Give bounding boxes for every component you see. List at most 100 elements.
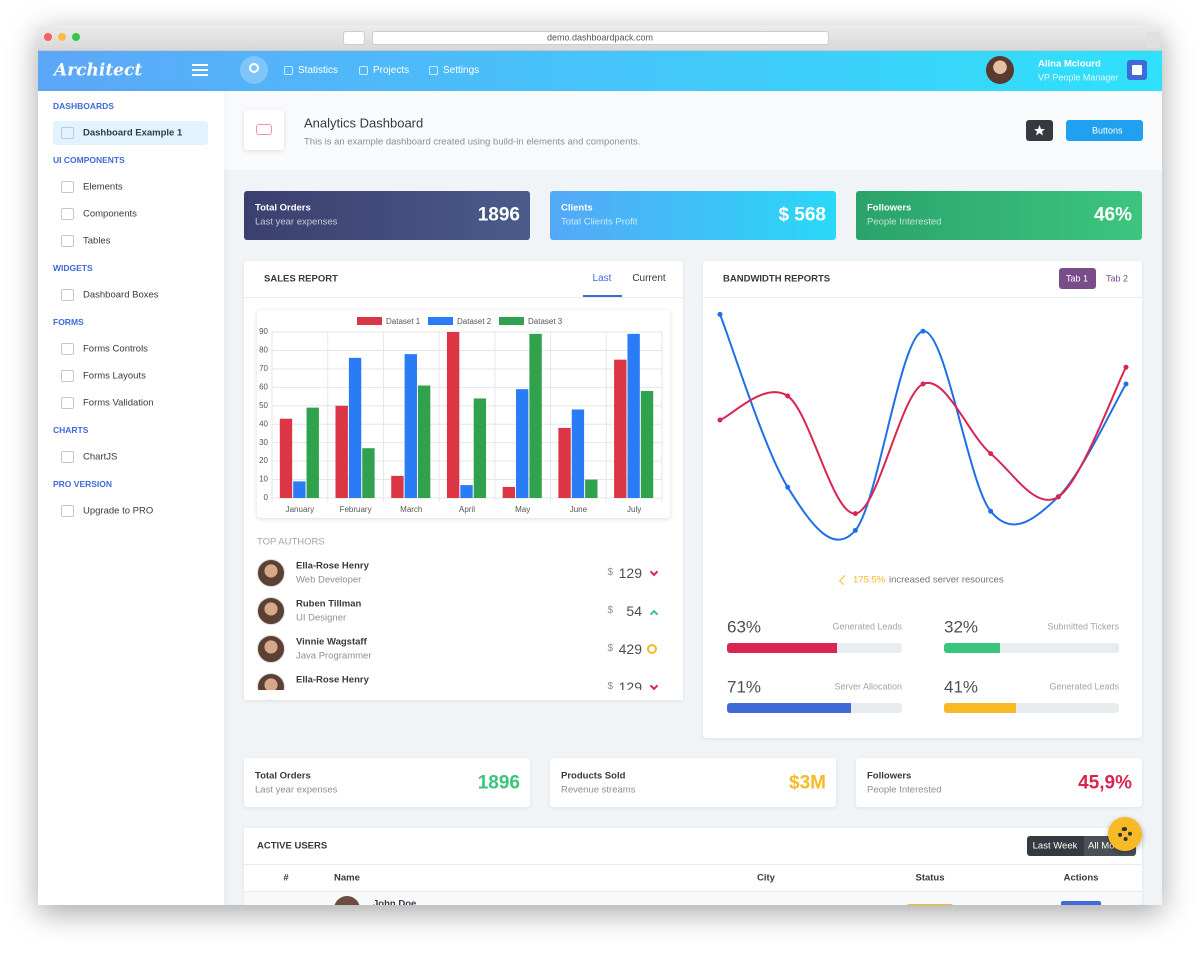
card-header-line [244, 297, 683, 298]
sidebar-item[interactable]: Dashboard Boxes [83, 289, 159, 301]
card-subtitle: Total Clients Profit [561, 216, 638, 228]
calendar-icon [1132, 65, 1142, 75]
currency: $ [607, 681, 613, 692]
sidebar-heading: WIDGETS [53, 262, 93, 273]
sidebar-item[interactable]: Elements [83, 181, 123, 193]
nav-item[interactable]: Statistics [298, 65, 339, 76]
sidebar-heading: PRO VERSION [53, 478, 113, 489]
author-role: UI Designer [296, 612, 347, 624]
tab[interactable]: Tab 2 [1105, 273, 1129, 284]
user-role: VP People Manager [1038, 72, 1119, 83]
currency: $ [607, 567, 613, 578]
author-amount: 429 [618, 641, 642, 657]
title-icon [256, 124, 272, 135]
author-avatar [257, 597, 285, 625]
user-avatar[interactable] [986, 56, 1014, 84]
sidebar-item[interactable]: Forms Layouts [83, 370, 146, 382]
user-name: Alina Mclourd [1038, 58, 1101, 70]
tab[interactable]: Current [632, 273, 666, 284]
menu-line [192, 74, 208, 76]
stat-card [856, 758, 1142, 807]
card-header-title: BANDWIDTH REPORTS [723, 273, 831, 285]
action-button[interactable] [1061, 901, 1101, 905]
window-dot [58, 33, 66, 41]
sidebar-item[interactable]: Forms Controls [83, 343, 148, 355]
progress-fill [944, 703, 1016, 713]
buttons-button[interactable] [1066, 120, 1143, 141]
tab-underline [583, 295, 622, 297]
status-badge [907, 904, 953, 905]
progress-fill [944, 643, 1000, 653]
filter-label: All Month [1088, 840, 1128, 852]
progress-value: 71% [727, 677, 762, 697]
chart-panel [257, 310, 670, 518]
currency: $ [607, 643, 613, 654]
address-bar[interactable] [372, 31, 829, 45]
trend-icon [647, 644, 657, 654]
tab[interactable]: Last [592, 273, 612, 284]
item-icon [61, 235, 74, 247]
filter-button[interactable] [1027, 836, 1084, 856]
card-title: Total Orders [255, 202, 311, 214]
item-icon [61, 451, 74, 463]
section-heading: TOP AUTHORS [257, 536, 325, 548]
progress-label: Generated Leads [832, 621, 902, 632]
card-value: $ 568 [778, 204, 826, 226]
card-subtitle: People Interested [867, 216, 942, 228]
card-subtitle: Revenue streams [561, 784, 636, 796]
filter-label: Last Week [1032, 840, 1078, 852]
sidebar-heading: FORMS [53, 316, 84, 327]
card-title: Total Orders [255, 770, 311, 782]
nav-icon [429, 66, 438, 75]
author-avatar [257, 635, 285, 663]
tab-active[interactable] [1059, 268, 1096, 289]
card-subtitle: Last year expenses [255, 784, 338, 796]
card-value: 1896 [477, 204, 520, 226]
nav-icon [284, 66, 293, 75]
sidebar-item[interactable]: Tables [83, 235, 111, 247]
page-subtitle: This is an example dashboard created usi… [304, 136, 641, 148]
item-icon [61, 181, 74, 193]
column-header: Name [334, 872, 360, 884]
author-avatar [257, 559, 285, 587]
star-button[interactable] [1026, 120, 1053, 141]
url: demo.dashboardpack.com [546, 32, 654, 43]
page-title: Analytics Dashboard [304, 115, 424, 131]
window-dot [72, 33, 80, 41]
buttons-label: Buttons [1092, 125, 1123, 136]
card-title: Products Sold [561, 770, 626, 782]
stat-card [244, 758, 530, 807]
sidebar-item[interactable]: Forms Validation [83, 397, 154, 409]
stat-card [856, 191, 1142, 240]
card-title: Followers [867, 770, 912, 782]
nav-item[interactable]: Settings [443, 65, 480, 76]
author-role: Web Developer [296, 574, 362, 586]
progress-fill [727, 703, 852, 713]
sidebar-heading: DASHBOARDS [53, 100, 114, 111]
progress-track [944, 643, 1119, 653]
table-row [244, 891, 1142, 905]
tab: Tab 1 [1065, 273, 1089, 284]
card-subtitle: People Interested [867, 784, 942, 796]
card-title: Followers [867, 202, 912, 214]
card-value: $3M [789, 772, 826, 794]
change-value: 175.5% [853, 574, 886, 586]
column-header: Actions [1063, 872, 1099, 884]
app-header [38, 51, 1162, 91]
author-amount: 129 [618, 565, 642, 581]
sidebar-item[interactable]: ChartJS [83, 451, 118, 463]
column-header: Status [915, 872, 945, 884]
window-dot [44, 33, 52, 41]
column-header: # [283, 872, 289, 884]
reader-button [343, 31, 365, 45]
nav-item[interactable]: Projects [373, 65, 410, 76]
stat-card [550, 191, 836, 240]
sidebar-item[interactable]: Components [83, 208, 137, 220]
card-header-title: SALES REPORT [264, 273, 338, 285]
currency: $ [607, 605, 613, 616]
item-icon [61, 370, 74, 382]
sidebar-item[interactable]: Upgrade to PRO [83, 505, 154, 517]
author-amount: 54 [626, 603, 642, 619]
sidebar-item[interactable]: Dashboard Example 1 [83, 127, 183, 139]
